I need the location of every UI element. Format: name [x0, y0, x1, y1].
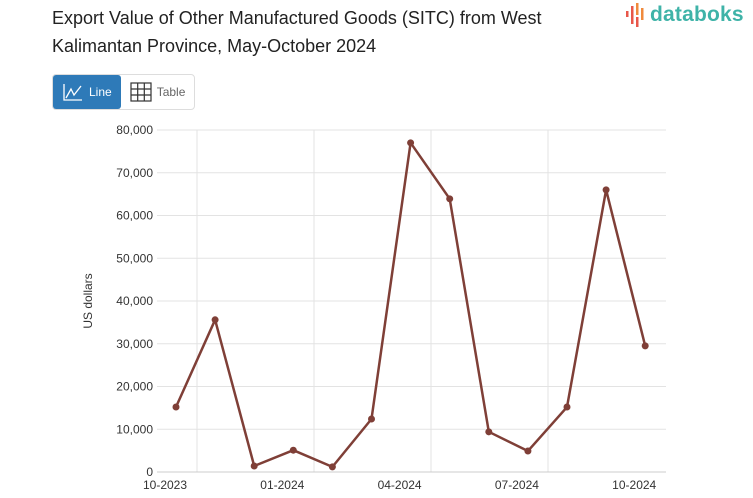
series-line — [174, 141, 647, 469]
data-point — [211, 316, 219, 324]
data-point — [289, 446, 297, 454]
line-chart-icon — [63, 84, 82, 101]
data-point — [328, 463, 336, 471]
data-point — [172, 403, 180, 411]
data-point — [407, 139, 415, 147]
y-tick-label: 60,000 — [116, 209, 153, 223]
data-point — [368, 415, 375, 423]
data-point — [563, 403, 571, 411]
x-tick-label: 07-2024 — [495, 478, 539, 492]
line-view-button[interactable]: Line — [53, 75, 121, 109]
y-tick-label: 50,000 — [116, 251, 153, 265]
databoks-logo[interactable]: databoks — [625, 3, 744, 27]
x-tick-label: 10-2023 — [143, 478, 187, 492]
y-tick-label: 30,000 — [116, 337, 153, 351]
y-tick-label: 10,000 — [116, 422, 153, 436]
table-grid-icon — [130, 82, 152, 102]
x-tick-label: 01-2024 — [260, 478, 304, 492]
y-tick-label: 80,000 — [116, 123, 153, 137]
view-toggle: Line Table — [52, 74, 196, 110]
y-tick-label: 70,000 — [116, 166, 153, 180]
data-point — [446, 195, 454, 203]
chart-title: Export Value of Other Manufactured Goods… — [52, 8, 542, 56]
y-tick-label: 20,000 — [116, 380, 153, 394]
data-point — [602, 186, 610, 194]
logo-text: databoks — [650, 3, 744, 26]
data-point — [250, 462, 258, 470]
table-view-label: Table — [156, 85, 186, 99]
table-view-button[interactable]: Table — [121, 75, 195, 109]
y-tick-label: 0 — [146, 465, 153, 479]
y-axis-label: US dollars — [81, 273, 95, 328]
x-tick-label: 04-2024 — [378, 478, 422, 492]
y-tick-label: 40,000 — [116, 294, 153, 308]
x-tick-label: 10-2024 — [612, 478, 656, 492]
data-point — [485, 428, 493, 436]
data-point — [641, 342, 649, 350]
line-view-label: Line — [89, 85, 112, 99]
bars-logo-icon — [626, 3, 644, 27]
data-point — [524, 447, 532, 455]
